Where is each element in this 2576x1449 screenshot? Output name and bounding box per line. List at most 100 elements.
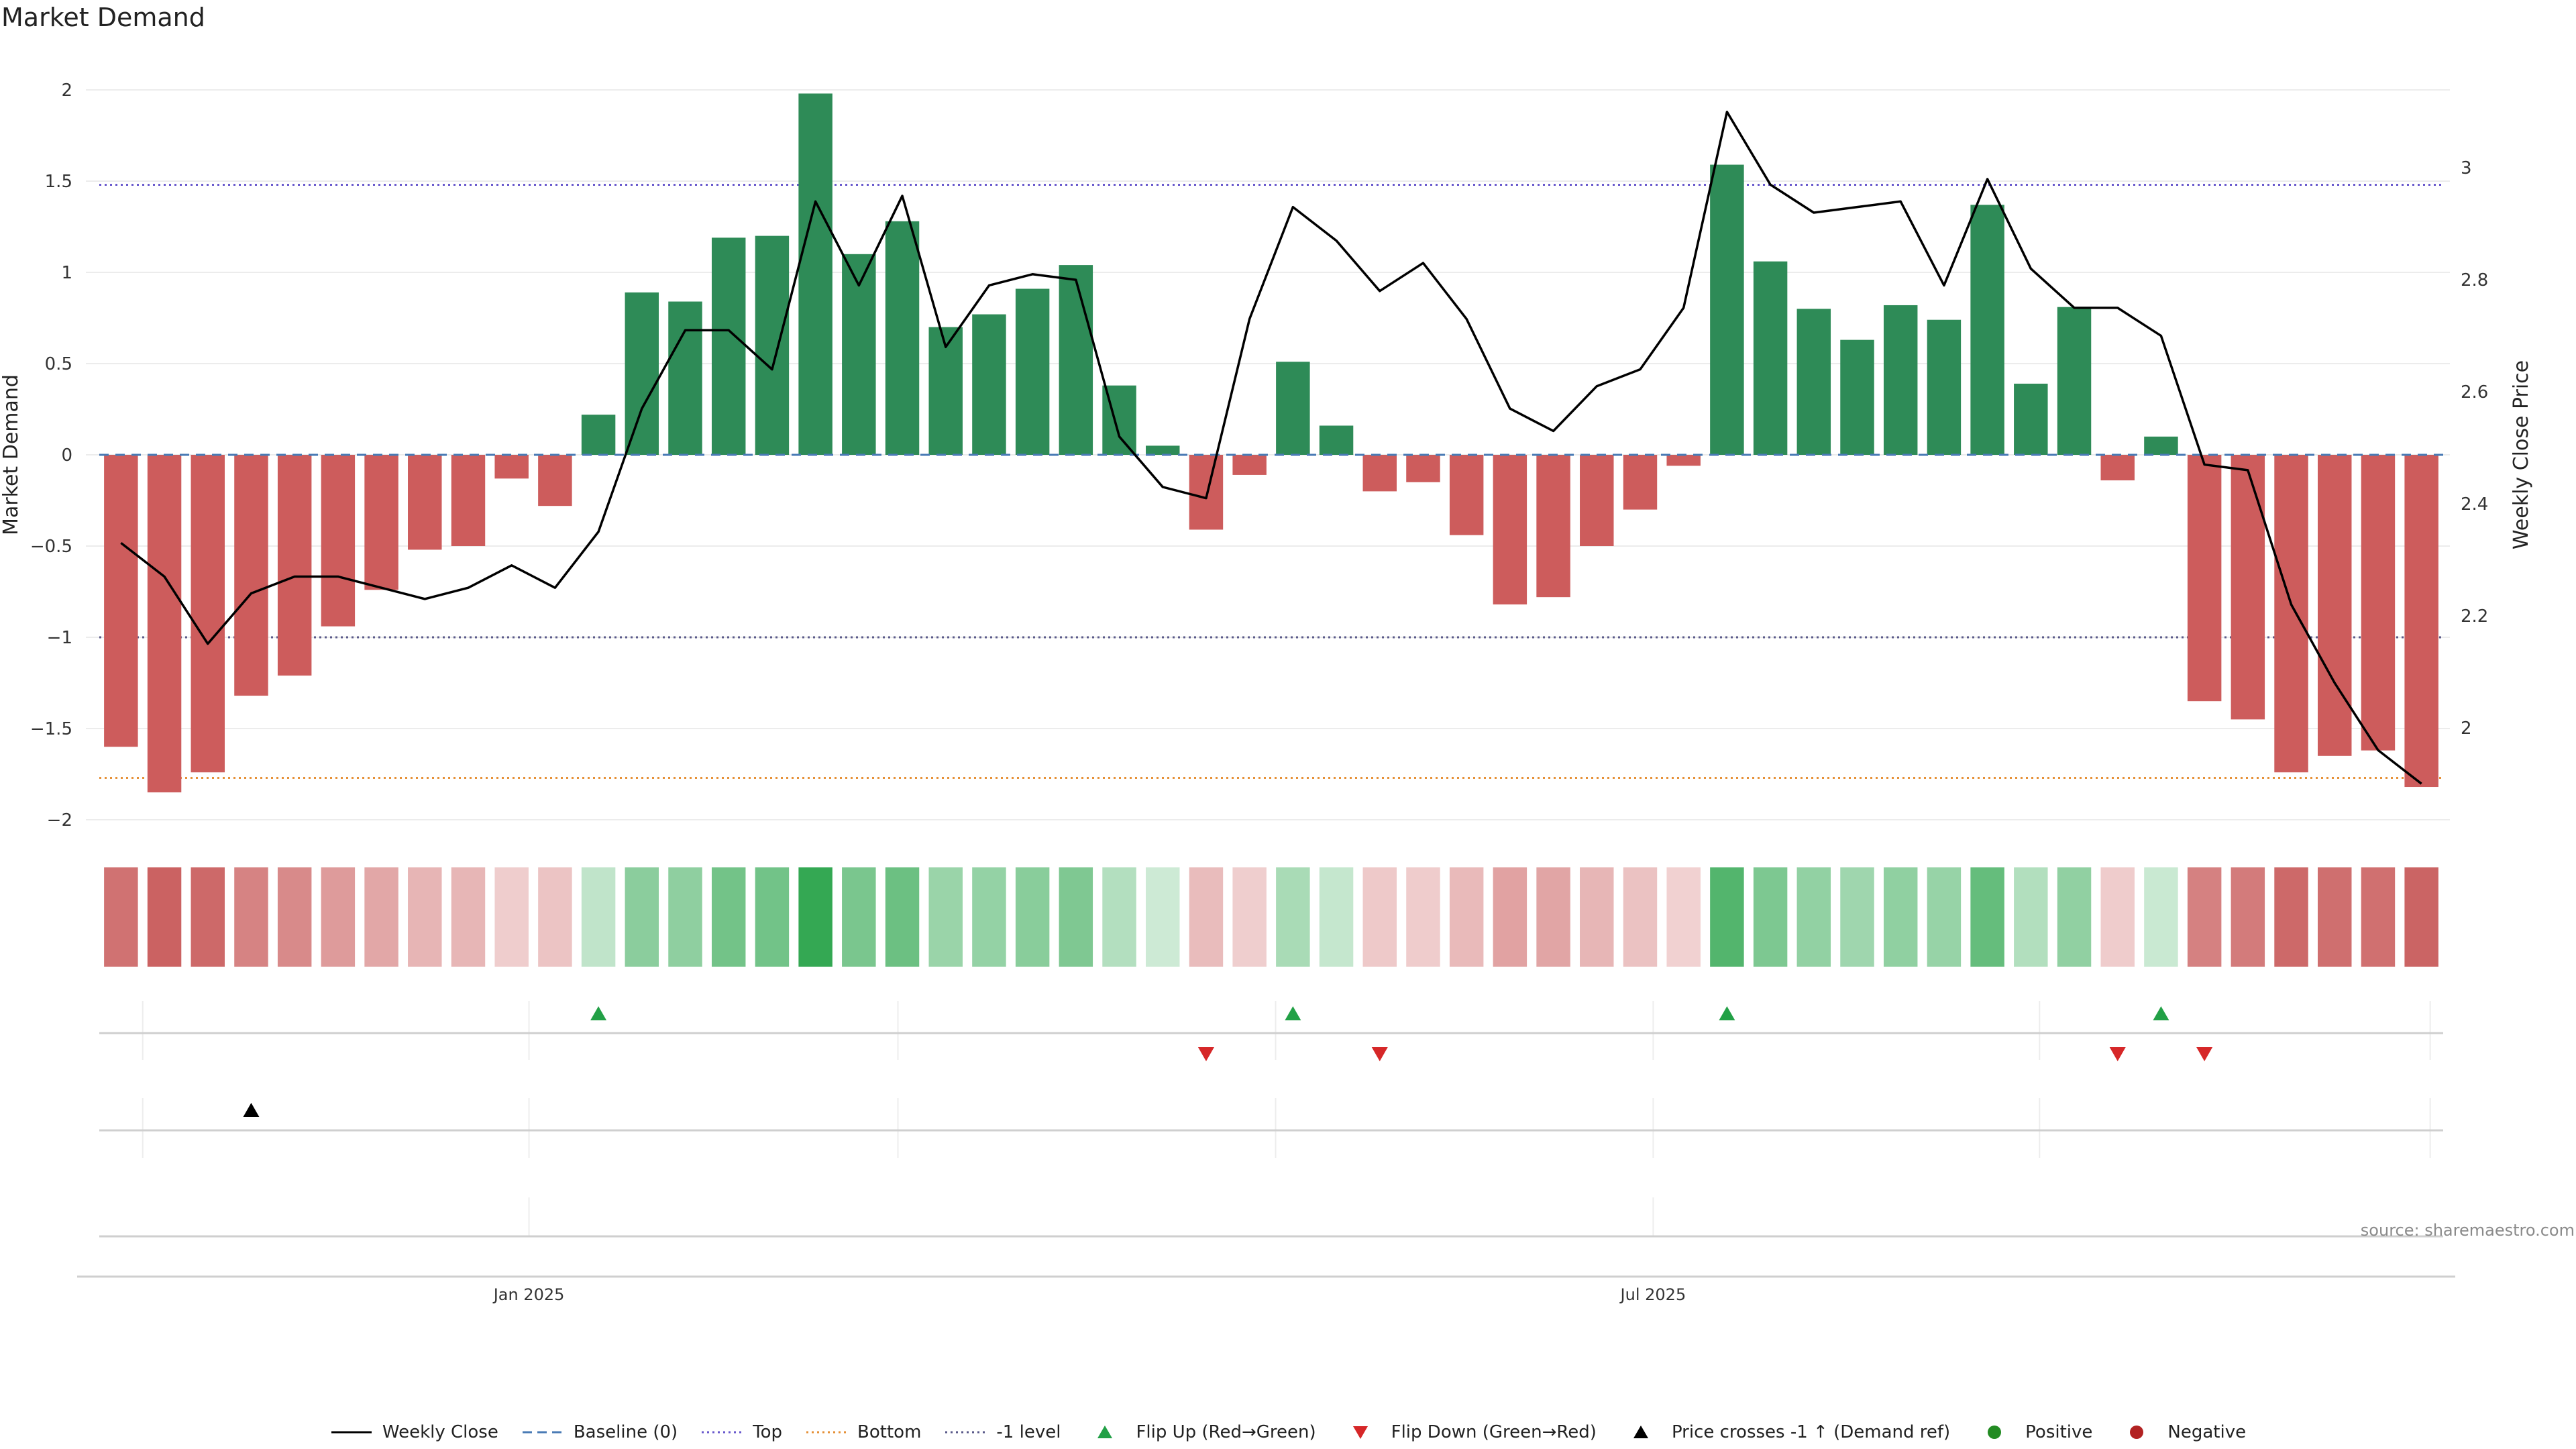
flip-down-marker	[1197, 1047, 1214, 1061]
heat-cell	[1276, 867, 1310, 967]
flip-up-marker	[590, 1006, 607, 1020]
heat-cell	[581, 867, 616, 967]
demand-bar-negative	[104, 455, 138, 747]
heat-cell	[1146, 867, 1180, 967]
heat-cell	[2404, 867, 2438, 967]
heat-cell	[798, 867, 833, 967]
demand-bar-negative	[1493, 455, 1527, 605]
heat-cell	[147, 867, 182, 967]
heat-cell	[1580, 867, 1614, 967]
heat-cell	[538, 867, 572, 967]
heat-cell	[1015, 867, 1050, 967]
demand-bar-positive	[1276, 362, 1310, 455]
demand-bar-positive	[1753, 261, 1788, 455]
heat-cell	[711, 867, 746, 967]
legend-key-icon	[1352, 1426, 1368, 1439]
legend-item: -1 level	[944, 1422, 1061, 1442]
legend-key-icon	[1988, 1426, 2002, 1439]
y-tick-label: 1	[61, 263, 72, 283]
legend-label: Top	[753, 1422, 783, 1442]
demand-bar-negative	[234, 455, 268, 696]
heat-cell	[1232, 867, 1267, 967]
y2-tick-label: 2.8	[2461, 270, 2488, 290]
legend-label: Baseline (0)	[573, 1422, 678, 1442]
flip-down-marker	[2109, 1047, 2126, 1061]
flip-down-marker	[1371, 1047, 1388, 1061]
y-tick-label: 0	[61, 445, 72, 466]
y-tick-label: 0.5	[45, 354, 72, 374]
flip-up-marker	[1285, 1006, 1301, 1020]
heat-cell	[755, 867, 790, 967]
legend-item: Bottom	[805, 1422, 921, 1442]
legend-item: Positive	[1973, 1422, 2092, 1442]
heat-cell	[1883, 867, 1918, 967]
demand-bar-positive	[2014, 383, 2048, 455]
demand-bar-negative	[1536, 455, 1570, 598]
y2-tick-label: 3	[2461, 158, 2472, 178]
legend-label: -1 level	[996, 1422, 1061, 1442]
y-tick-label: −1	[47, 628, 72, 648]
heat-cell	[364, 867, 398, 967]
heat-cell	[1189, 867, 1224, 967]
flip-down-marker	[2196, 1047, 2213, 1061]
heat-cell	[1796, 867, 1831, 967]
heat-cell	[625, 867, 659, 967]
heat-cell	[494, 867, 529, 967]
legend-label: Positive	[2025, 1422, 2093, 1442]
flip-up-marker	[1719, 1006, 1735, 1020]
legend-item: Flip Down (Green→Red)	[1339, 1422, 1597, 1442]
legend-key-icon	[522, 1431, 563, 1434]
heat-cell	[1319, 867, 1354, 967]
demand-bar-negative	[408, 455, 442, 550]
heat-cell	[2361, 867, 2396, 967]
demand-bar-negative	[1666, 455, 1701, 466]
heat-cell	[1753, 867, 1788, 967]
legend-label: Flip Up (Red→Green)	[1136, 1422, 1316, 1442]
legend-item: Price crosses -1 ↑ (Demand ref)	[1619, 1422, 1950, 1442]
demand-bar-negative	[364, 455, 398, 590]
y-tick-label: −1.5	[30, 719, 72, 739]
demand-bar-negative	[2274, 455, 2308, 773]
heat-cell	[1449, 867, 1484, 967]
demand-bar-positive	[1319, 425, 1354, 455]
heat-cell	[1927, 867, 1962, 967]
heat-cell	[1102, 867, 1136, 967]
heat-cell	[408, 867, 442, 967]
legend-label: Weekly Close	[382, 1422, 498, 1442]
heat-cell	[2144, 867, 2178, 967]
heat-cell	[1970, 867, 2004, 967]
demand-bar-negative	[2187, 455, 2222, 702]
demand-bar-negative	[1232, 455, 1267, 475]
heat-cell	[104, 867, 138, 967]
heat-cell	[2057, 867, 2092, 967]
price-cross-marker	[243, 1103, 260, 1117]
legend-label: Negative	[2167, 1422, 2247, 1442]
demand-bar-negative	[538, 455, 572, 506]
demand-bar-positive	[1015, 288, 1050, 455]
demand-bar-negative	[2100, 455, 2135, 481]
demand-bar-positive	[755, 235, 790, 455]
heat-cell	[1406, 867, 1440, 967]
demand-bar-positive	[711, 237, 746, 455]
demand-bar-negative	[321, 455, 356, 627]
heat-cell	[2318, 867, 2352, 967]
heat-cell	[191, 867, 225, 967]
y-axis-title: Market Demand	[0, 374, 23, 535]
legend-label: Price crosses -1 ↑ (Demand ref)	[1671, 1422, 1951, 1442]
demand-bar-positive	[1927, 319, 1962, 455]
legend-key-icon	[806, 1431, 847, 1434]
heat-cell	[321, 867, 356, 967]
demand-chart: 2 1.5 1 0.5 0 −0.5 −1 −1.5 −2 3 2.8 2.6 2.4 2.2 2 Marke…	[0, 80, 2533, 1304]
demand-bar-negative	[147, 455, 182, 793]
demand-bar-positive	[1710, 164, 1744, 455]
heat-cell	[668, 867, 702, 967]
x-tick-label: Jan 2025	[492, 1285, 565, 1304]
y-tick-label: 2	[61, 80, 72, 101]
demand-bar-negative	[191, 455, 225, 773]
demand-bar-negative	[1406, 455, 1440, 482]
demand-bar-positive	[1840, 339, 1874, 455]
demand-bar-negative	[2404, 455, 2438, 788]
legend-key-icon	[331, 1431, 372, 1434]
flip-up-marker	[2153, 1006, 2169, 1020]
y2-tick-label: 2.2	[2461, 606, 2488, 627]
